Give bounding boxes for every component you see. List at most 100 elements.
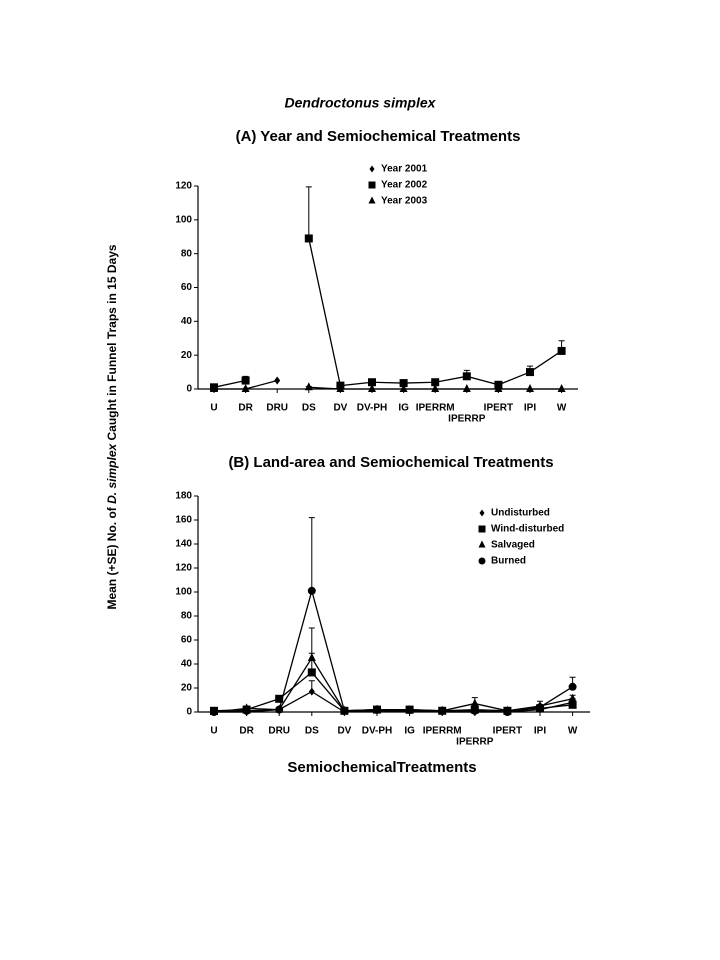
marker xyxy=(210,708,218,716)
marker xyxy=(568,693,577,702)
y-tick-label: 120 xyxy=(175,563,192,574)
marker xyxy=(241,384,250,392)
x-tick-label: IPI xyxy=(534,726,546,737)
x-tick-label: DRU xyxy=(268,726,290,737)
x-tick-label: DR xyxy=(239,726,254,737)
y-tick-label: 100 xyxy=(175,214,192,225)
marker xyxy=(368,384,376,392)
marker xyxy=(479,509,485,517)
x-tick-label: DV xyxy=(337,726,351,737)
y-tick-label: 140 xyxy=(175,539,192,550)
figure-title: Dendroctonus simplex xyxy=(285,95,437,111)
marker xyxy=(431,384,440,392)
x-tick-label: IG xyxy=(404,726,415,737)
x-tick-label: U xyxy=(210,726,217,737)
marker xyxy=(304,382,313,391)
marker xyxy=(308,687,315,696)
x-tick-label: DV xyxy=(333,403,347,414)
x-tick-label: IPERRP xyxy=(448,414,486,425)
x-tick-label: W xyxy=(568,726,578,737)
marker xyxy=(568,700,577,709)
x-tick-label: IG xyxy=(398,403,409,414)
marker xyxy=(494,384,503,392)
marker xyxy=(399,384,408,392)
y-tick-label: 20 xyxy=(181,683,193,694)
marker xyxy=(536,703,544,712)
y-tick-label: 0 xyxy=(186,707,192,718)
x-tick-label: IPERT xyxy=(484,403,513,414)
marker xyxy=(462,384,471,392)
y-tick-label: 60 xyxy=(181,635,193,646)
legend-label: Salvaged xyxy=(491,540,535,551)
x-tick-label: IPERRM xyxy=(416,403,455,414)
marker xyxy=(431,378,440,387)
y-tick-label: 60 xyxy=(181,282,193,293)
marker xyxy=(470,706,479,715)
x-tick-label: DS xyxy=(302,403,316,414)
marker xyxy=(241,376,250,385)
legend-label: Burned xyxy=(491,556,526,567)
x-tick-label: DV-PH xyxy=(357,403,388,414)
x-tick-label: DV-PH xyxy=(362,726,393,737)
y-tick-label: 100 xyxy=(175,587,192,598)
marker xyxy=(368,196,376,204)
marker xyxy=(399,379,408,388)
y-label-part: Caught in Funnel Traps in 15 Days xyxy=(105,244,119,444)
marker xyxy=(275,705,284,714)
error-bar xyxy=(305,186,312,239)
marker xyxy=(336,384,345,392)
marker xyxy=(503,708,512,716)
marker xyxy=(307,653,316,661)
marker xyxy=(242,706,251,715)
marker xyxy=(368,378,376,387)
x-tick-label: IPERT xyxy=(493,726,522,737)
x-axis-label: SemiochemicalTreatments xyxy=(287,759,476,776)
y-axis-label: Mean (+SE) No. of D. simplex Caught in F… xyxy=(105,244,119,609)
marker xyxy=(210,384,218,392)
marker xyxy=(462,372,471,381)
marker xyxy=(405,705,414,714)
y-tick-label: 20 xyxy=(181,350,193,361)
chart-title: (B) Land-area and Semiochemical Treatmen… xyxy=(228,454,553,471)
marker xyxy=(307,668,316,677)
x-tick-label: IPI xyxy=(524,403,536,414)
marker xyxy=(275,694,284,703)
marker xyxy=(369,165,375,173)
y-label-part: D. simplex xyxy=(105,443,119,504)
x-tick-label: U xyxy=(210,403,217,414)
marker xyxy=(478,540,486,548)
y-label-part: Mean (+SE) No. of xyxy=(105,504,119,610)
y-tick-label: 0 xyxy=(186,384,192,395)
marker xyxy=(478,525,486,533)
x-tick-label: IPERRM xyxy=(423,726,462,737)
marker xyxy=(478,557,486,565)
marker xyxy=(368,181,376,189)
x-tick-label: IPERRP xyxy=(456,737,494,748)
y-tick-label: 40 xyxy=(181,316,193,327)
marker xyxy=(304,234,313,243)
marker xyxy=(526,368,534,377)
error-bar xyxy=(308,517,315,591)
legend-label: Year 2003 xyxy=(381,196,428,207)
marker xyxy=(557,346,566,355)
marker xyxy=(526,384,534,392)
series-line xyxy=(213,588,573,713)
y-tick-label: 80 xyxy=(181,611,193,622)
marker xyxy=(557,384,566,392)
chart-title: (A) Year and Semiochemical Treatments xyxy=(236,128,521,145)
marker xyxy=(340,706,349,715)
series-line xyxy=(213,379,246,388)
legend-label: Undisturbed xyxy=(491,508,550,519)
x-tick-label: DS xyxy=(305,726,319,737)
marker xyxy=(438,706,447,715)
x-tick-label: DR xyxy=(238,403,253,414)
marker xyxy=(274,376,281,385)
series-line xyxy=(245,379,278,390)
x-tick-label: DRU xyxy=(266,403,288,414)
marker xyxy=(373,705,381,714)
x-tick-label: W xyxy=(557,403,567,414)
y-tick-label: 80 xyxy=(181,248,193,259)
y-tick-label: 120 xyxy=(175,181,192,192)
